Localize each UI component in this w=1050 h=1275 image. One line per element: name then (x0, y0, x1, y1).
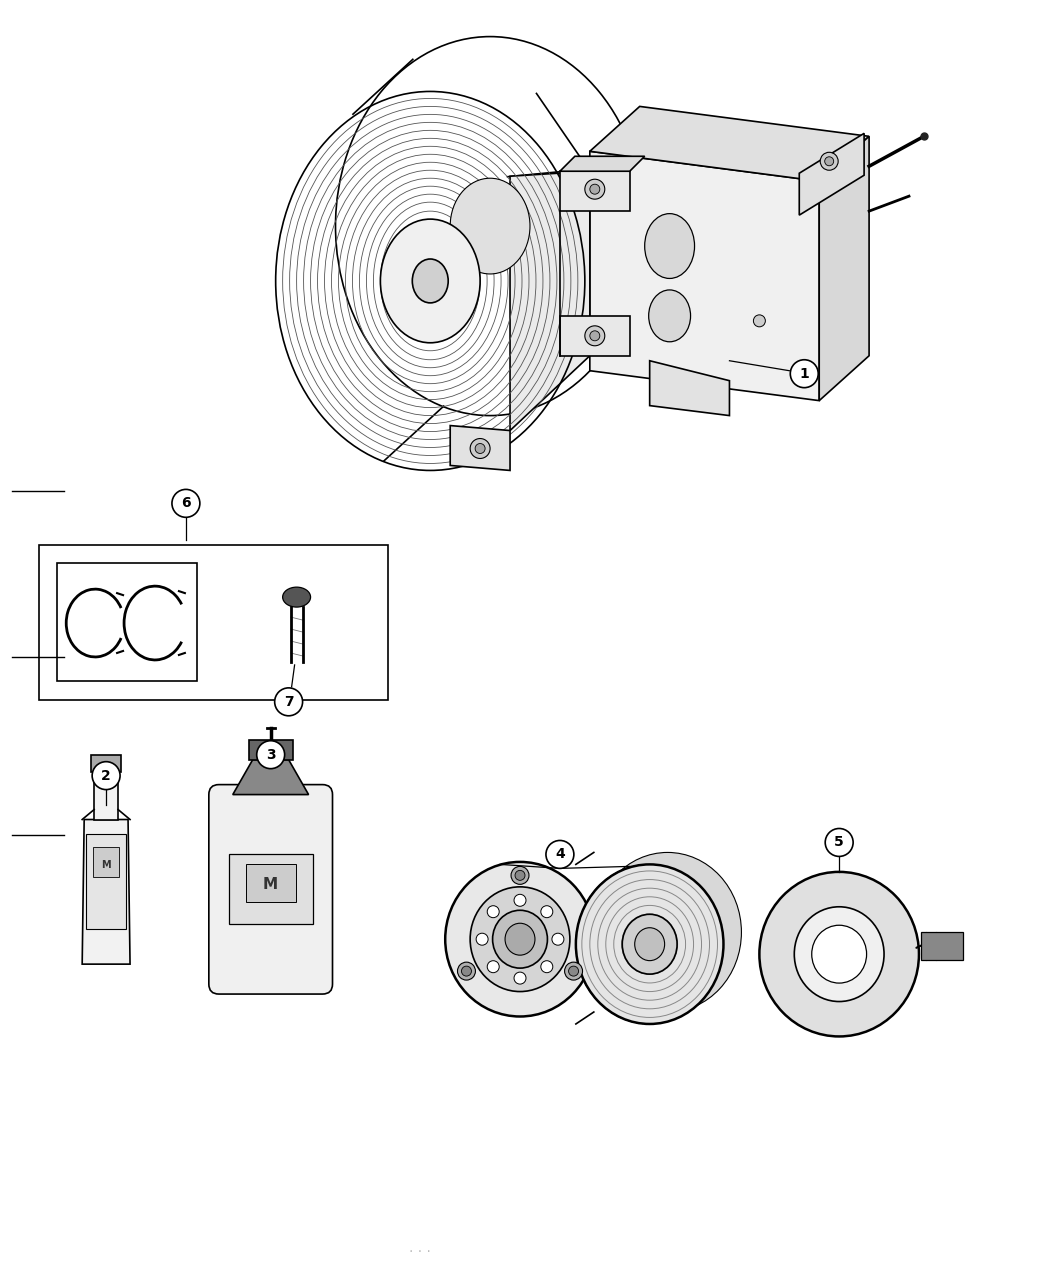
Text: 1: 1 (799, 367, 810, 381)
Text: 7: 7 (284, 695, 293, 709)
Ellipse shape (450, 179, 530, 274)
Circle shape (476, 933, 488, 945)
Ellipse shape (594, 853, 741, 1012)
Ellipse shape (575, 864, 723, 1024)
Polygon shape (510, 171, 590, 431)
FancyBboxPatch shape (209, 784, 333, 994)
Text: 4: 4 (555, 848, 565, 862)
Circle shape (487, 961, 499, 973)
Ellipse shape (794, 907, 884, 1002)
Ellipse shape (759, 872, 919, 1037)
Text: 3: 3 (266, 747, 275, 761)
Circle shape (487, 905, 499, 918)
Bar (91, 755, 121, 771)
Ellipse shape (492, 910, 547, 968)
Circle shape (565, 963, 583, 980)
Circle shape (585, 326, 605, 346)
Circle shape (461, 966, 471, 977)
Bar (94, 771, 118, 820)
Text: M: M (264, 877, 278, 891)
Ellipse shape (505, 923, 534, 955)
Ellipse shape (445, 862, 594, 1016)
Bar (86, 834, 126, 929)
Ellipse shape (413, 259, 448, 303)
Circle shape (820, 152, 838, 171)
Circle shape (754, 315, 765, 326)
Text: M: M (101, 861, 111, 871)
Ellipse shape (470, 887, 570, 992)
Circle shape (552, 933, 564, 945)
Bar (246, 864, 296, 903)
Polygon shape (560, 171, 630, 212)
Polygon shape (799, 134, 864, 215)
Ellipse shape (812, 926, 866, 983)
Circle shape (824, 157, 834, 166)
Bar (39, 546, 389, 700)
Polygon shape (82, 820, 130, 964)
Polygon shape (233, 760, 309, 794)
Circle shape (569, 966, 579, 977)
Circle shape (256, 741, 285, 769)
Text: . . .: . . . (410, 1242, 432, 1256)
Ellipse shape (623, 914, 677, 974)
Circle shape (476, 444, 485, 454)
Bar (249, 740, 293, 760)
Polygon shape (450, 426, 510, 470)
Circle shape (275, 688, 302, 715)
Circle shape (516, 871, 525, 880)
Ellipse shape (282, 586, 311, 607)
Polygon shape (819, 136, 869, 400)
Bar (229, 854, 313, 924)
Text: 2: 2 (101, 769, 111, 783)
Polygon shape (590, 106, 869, 181)
Ellipse shape (634, 928, 665, 960)
Polygon shape (590, 152, 819, 400)
Ellipse shape (380, 219, 480, 343)
Circle shape (590, 184, 600, 194)
Circle shape (458, 963, 476, 980)
Ellipse shape (645, 214, 694, 278)
Circle shape (791, 360, 818, 388)
Circle shape (514, 894, 526, 907)
Bar (921, 932, 963, 960)
Text: 5: 5 (835, 835, 844, 849)
Circle shape (511, 867, 529, 885)
Bar (58, 564, 196, 681)
Polygon shape (560, 157, 645, 171)
Circle shape (172, 490, 200, 518)
Bar (93, 848, 119, 877)
Circle shape (590, 330, 600, 340)
Circle shape (585, 180, 605, 199)
Polygon shape (650, 361, 730, 416)
Circle shape (541, 961, 552, 973)
Circle shape (546, 840, 574, 868)
Ellipse shape (391, 233, 470, 329)
Circle shape (470, 439, 490, 459)
Circle shape (825, 829, 854, 857)
Text: 6: 6 (181, 496, 191, 510)
Ellipse shape (649, 289, 691, 342)
Circle shape (541, 905, 552, 918)
Circle shape (92, 761, 120, 789)
Circle shape (514, 972, 526, 984)
Polygon shape (560, 316, 630, 356)
